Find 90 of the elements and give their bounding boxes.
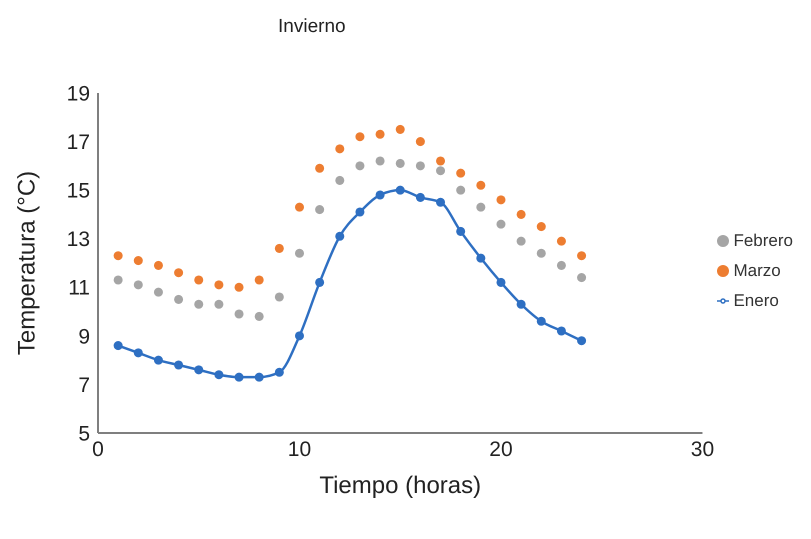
point bbox=[376, 130, 385, 139]
point bbox=[174, 360, 184, 370]
point bbox=[376, 190, 385, 200]
point bbox=[234, 372, 244, 382]
point bbox=[456, 226, 466, 236]
y-tick-label: 5 bbox=[78, 422, 90, 446]
point bbox=[577, 251, 586, 260]
point bbox=[376, 156, 385, 166]
x-tick-label: 0 bbox=[92, 438, 104, 461]
point bbox=[294, 202, 304, 212]
point bbox=[214, 280, 224, 290]
point bbox=[315, 205, 324, 214]
point bbox=[556, 260, 566, 270]
point bbox=[416, 192, 425, 202]
y-tick-label: 19 bbox=[66, 82, 90, 106]
point bbox=[496, 278, 506, 287]
chart-title: Invierno bbox=[278, 16, 346, 38]
point bbox=[577, 273, 586, 282]
point bbox=[516, 210, 526, 219]
point bbox=[114, 341, 123, 350]
x-axis-title: Tiempo (horas) bbox=[319, 472, 482, 499]
point bbox=[274, 292, 284, 302]
point bbox=[214, 300, 224, 309]
point bbox=[516, 300, 526, 309]
point bbox=[234, 282, 244, 292]
y-tick-label: 17 bbox=[66, 131, 90, 154]
point bbox=[355, 161, 364, 170]
point bbox=[154, 356, 163, 365]
point bbox=[577, 336, 586, 346]
point bbox=[436, 166, 446, 176]
y-axis-title: Temperatura (°C) bbox=[14, 170, 41, 356]
y-tick-label: 7 bbox=[78, 374, 90, 397]
point bbox=[355, 132, 364, 142]
point bbox=[456, 186, 466, 195]
point bbox=[396, 124, 405, 134]
point bbox=[335, 232, 344, 241]
point bbox=[556, 236, 566, 246]
point bbox=[396, 186, 405, 195]
point bbox=[194, 300, 204, 309]
point bbox=[496, 195, 506, 204]
point bbox=[416, 137, 425, 146]
point bbox=[335, 176, 344, 185]
point bbox=[516, 236, 526, 246]
point bbox=[536, 248, 546, 258]
point bbox=[174, 268, 184, 278]
point bbox=[134, 280, 143, 290]
x-tick-label: 30 bbox=[690, 438, 714, 461]
point bbox=[536, 316, 546, 326]
point bbox=[355, 207, 364, 217]
point bbox=[396, 158, 405, 168]
point bbox=[496, 220, 506, 229]
point bbox=[134, 256, 143, 266]
point bbox=[274, 244, 284, 253]
point bbox=[114, 251, 123, 260]
point bbox=[254, 372, 264, 382]
point bbox=[335, 144, 344, 154]
point bbox=[134, 348, 143, 358]
point bbox=[274, 368, 284, 377]
point bbox=[294, 331, 304, 340]
point bbox=[294, 248, 304, 258]
point bbox=[254, 275, 264, 285]
y-tick-label: 13 bbox=[66, 228, 90, 252]
point bbox=[556, 326, 566, 336]
point bbox=[476, 202, 486, 212]
point bbox=[234, 309, 244, 319]
point bbox=[476, 180, 486, 190]
point bbox=[214, 370, 224, 380]
legend-label: Enero bbox=[733, 290, 779, 310]
point bbox=[194, 275, 204, 285]
legend-label: Marzo bbox=[733, 260, 781, 280]
point bbox=[476, 254, 486, 263]
point bbox=[254, 312, 264, 321]
x-tick-label: 10 bbox=[288, 438, 312, 461]
point bbox=[174, 294, 184, 304]
y-tick-label: 15 bbox=[66, 180, 90, 203]
point bbox=[154, 288, 163, 297]
point bbox=[154, 260, 163, 270]
x-tick-label: 20 bbox=[489, 438, 513, 461]
point bbox=[456, 168, 466, 178]
point bbox=[315, 164, 324, 173]
point bbox=[315, 278, 324, 287]
y-tick-label: 9 bbox=[78, 325, 90, 348]
point bbox=[114, 275, 123, 285]
point bbox=[416, 161, 425, 170]
y-tick-label: 11 bbox=[68, 276, 90, 300]
point bbox=[436, 198, 446, 207]
legend-label: Febrero bbox=[733, 230, 793, 250]
point bbox=[436, 156, 446, 166]
point bbox=[194, 365, 204, 374]
point bbox=[536, 222, 546, 232]
